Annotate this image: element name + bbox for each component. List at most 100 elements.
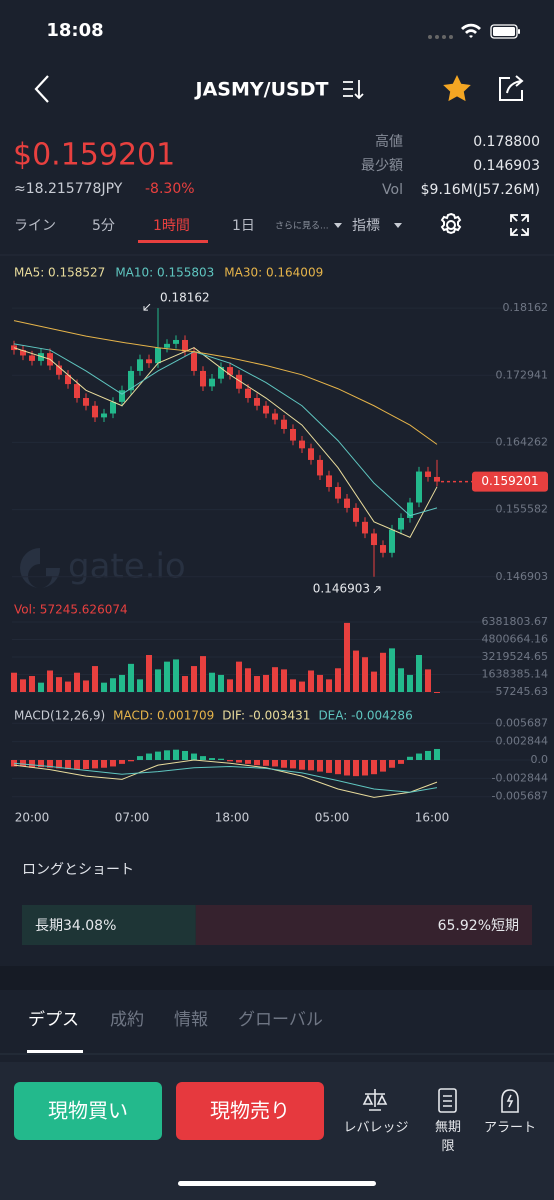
candle-body (182, 339, 188, 352)
y-tick-label: -0.005687 (492, 790, 548, 803)
status-icons (428, 23, 520, 39)
volume-bar (164, 661, 170, 692)
macd-bar (335, 760, 341, 775)
share-icon[interactable] (499, 75, 524, 101)
macd-bar (56, 760, 62, 769)
interval-tab[interactable]: 指標 (352, 218, 380, 234)
macd-bar (155, 751, 161, 760)
macd-bar (83, 760, 89, 770)
y-tick-label: 0.18162 (503, 301, 549, 314)
volume-bar (227, 679, 233, 692)
volume-bar (119, 674, 125, 692)
stat-label: 最少額 (361, 158, 403, 174)
pair-title[interactable]: JASMY/USDT (194, 79, 329, 101)
buy-label[interactable]: 現物買い (48, 1099, 128, 1123)
candle-body (254, 398, 260, 406)
candle-body (119, 390, 125, 402)
interval-tab[interactable]: ライン (14, 218, 56, 234)
x-tick-label: 07:00 (115, 811, 150, 825)
volume-bar (110, 678, 116, 692)
leverage-icon[interactable] (362, 1089, 388, 1111)
x-tick-label: 05:00 (315, 811, 350, 825)
volume-bar (263, 674, 269, 692)
macd-bar (434, 748, 440, 760)
y-tick-label: 0.155582 (496, 503, 549, 516)
leverage-label[interactable]: レバレッジ (343, 1121, 408, 1136)
macd-bar (119, 760, 125, 764)
last-price-label: 0.159201 (481, 474, 538, 488)
macd-bar (371, 760, 377, 775)
volume-bar (101, 682, 107, 692)
pair-switch-icon[interactable] (343, 80, 364, 100)
buy-button[interactable] (14, 1082, 162, 1140)
volume-bar (56, 677, 62, 692)
last-price-tag (472, 471, 548, 492)
candle-body (353, 507, 359, 522)
volume-bar (236, 661, 242, 692)
macd-bar (209, 758, 215, 760)
perpetual-label[interactable]: 無期限 (434, 1120, 461, 1154)
volume-bar (209, 672, 215, 692)
fiat-price: ≈18.215778JPY (14, 181, 123, 197)
ma-legend: MA30: 0.164009 (224, 266, 323, 280)
section-tab[interactable]: 成約 (110, 1010, 144, 1030)
volume-bar (344, 622, 350, 692)
volume-bar (434, 692, 440, 693)
alert-label[interactable]: アラート (484, 1121, 536, 1136)
perpetual-icon[interactable] (438, 1088, 457, 1113)
y-tick-label: 0.005687 (496, 716, 549, 729)
macd-bar (110, 760, 116, 767)
candle-body (146, 359, 152, 364)
section-tab[interactable]: グローバル (238, 1010, 323, 1030)
macd-bar (326, 760, 332, 773)
back-button[interactable] (34, 75, 49, 103)
macd-bar (416, 753, 422, 760)
sell-button[interactable] (176, 1082, 324, 1140)
macd-bar (146, 753, 152, 760)
interval-tab[interactable]: 1時間 (153, 218, 190, 234)
home-indicator (178, 1181, 376, 1186)
settings-icon[interactable] (440, 212, 462, 235)
low-annotation: 0.146903 (313, 581, 370, 595)
macd-bar (344, 760, 350, 776)
volume-bar (74, 672, 80, 692)
y-tick-label: 0.172941 (496, 368, 549, 381)
favorite-star[interactable] (443, 75, 471, 102)
active-tab-underline (138, 240, 208, 243)
sell-label[interactable]: 現物売り (210, 1099, 290, 1123)
volume-bar (317, 674, 323, 692)
volume-bar (308, 670, 314, 692)
alert-icon[interactable] (501, 1089, 519, 1113)
y-tick-label: 3219524.65 (482, 650, 548, 663)
short-label: 65.92%短期 (438, 918, 519, 934)
interval-tab[interactable]: さらに見る... (275, 221, 329, 232)
interval-tab[interactable]: 1日 (232, 218, 255, 234)
candle-body (281, 419, 287, 429)
interval-tab[interactable]: 5分 (92, 218, 115, 234)
low-arrow (373, 586, 381, 594)
volume-bar (65, 681, 71, 692)
volume-bar (245, 668, 251, 692)
volume-bar (299, 681, 305, 692)
fullscreen-icon[interactable] (510, 214, 529, 236)
last-price: $0.159201 (13, 138, 175, 173)
candle-body (434, 476, 440, 482)
x-tick-label: 20:00 (15, 811, 50, 825)
section-tab[interactable]: 情報 (174, 1010, 208, 1030)
macd-legend: MACD: 0.001709 (113, 709, 214, 723)
macd-bar (182, 750, 188, 760)
macd-legend: DIF: -0.003431 (222, 709, 310, 723)
macd-bar (101, 760, 107, 768)
macd-bar (128, 760, 134, 762)
section-tab-underline (27, 1050, 83, 1053)
candle-body (29, 355, 35, 361)
section-tab[interactable]: デプス (28, 1009, 79, 1030)
volume-bar (371, 671, 377, 692)
x-tick-label: 16:00 (415, 811, 450, 825)
volume-bar (416, 655, 422, 692)
y-tick-label: 0.0 (531, 753, 549, 766)
candle-body (416, 471, 422, 503)
macd-bar (227, 760, 233, 762)
